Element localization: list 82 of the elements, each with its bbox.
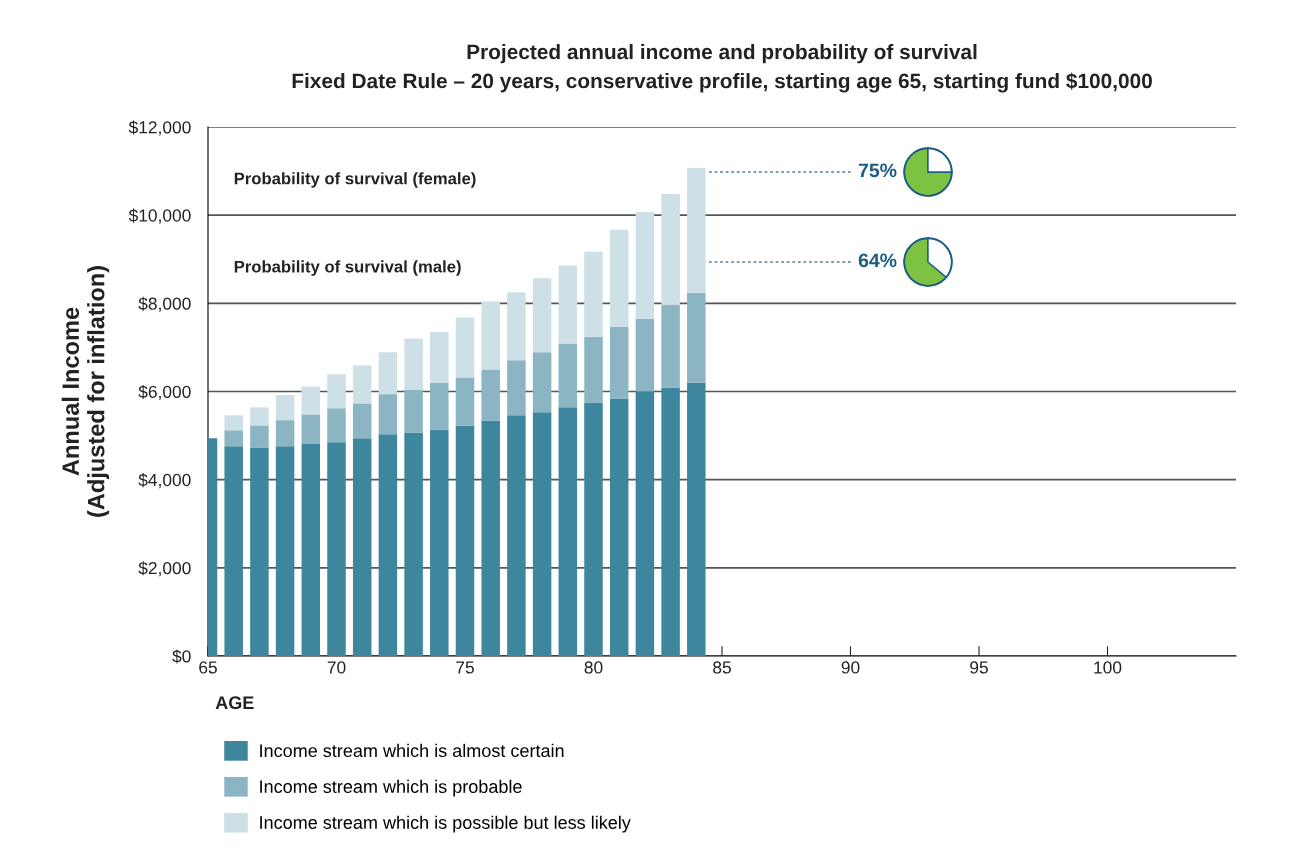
bar [224,415,243,431]
bar [430,331,449,383]
bar [352,403,372,439]
bar [301,386,321,415]
bar [378,352,398,395]
y-tick-label: $4,000 [138,473,191,489]
bar [687,168,706,293]
bar [275,395,295,421]
bar [224,446,243,656]
bar [507,360,526,416]
bar [558,265,578,344]
legend-label: Income stream which is almost certain [260,743,564,758]
bar [301,443,321,656]
bar [327,374,346,409]
bar [404,389,423,433]
bar [635,212,655,319]
y-tick-label: $8,000 [138,296,191,312]
bar [352,365,372,404]
y-axis-title: Annual Income (Adjusted for inflation) [61,266,110,517]
bar [635,391,655,656]
x-tick-label: 75 [456,661,474,674]
bar [301,414,321,444]
y-tick-label: $6,000 [138,384,191,401]
bar [224,430,243,447]
x-tick-label: 80 [584,661,603,674]
bar [455,317,475,378]
bar [275,420,295,447]
bar [378,434,398,656]
bar [687,382,706,656]
bar [558,407,578,656]
y-tick-label: $12,000 [128,120,191,136]
bar [352,438,372,656]
x-tick-label: 85 [713,661,731,674]
bar [584,336,603,403]
legend-label: Income stream which is possible but less likely [260,815,631,833]
y-tick-label: $10,000 [128,208,191,224]
x-tick-label: 70 [327,661,346,674]
bar [661,304,680,388]
y-tick-label: $2,000 [138,561,191,577]
bar [404,338,423,390]
bar [532,352,552,413]
bar [661,194,680,305]
x-tick-label: 90 [841,661,860,674]
bar [327,442,346,656]
x-axis-title: AGE [215,696,254,710]
bar [609,398,629,656]
annotation: Probability of survival (male) [234,260,461,276]
bar [584,402,603,656]
bar [481,420,500,656]
bar [430,429,449,656]
bar [507,292,526,361]
y-tick-label: $0 [172,649,191,664]
legend-label: Income stream which is probable [260,779,522,797]
data-label: 75% [858,163,897,178]
bar [455,425,475,656]
bar [507,415,526,656]
x-tick-label: 95 [970,661,988,674]
bar [404,432,423,656]
bar [250,425,269,448]
bar [609,326,629,399]
bar [250,447,269,656]
bar [558,343,578,408]
bar [584,251,603,337]
bar [532,412,552,656]
bar [661,387,680,656]
chart-title: Projected annual income and probability of survival Fixed Date Rule – 20 years, conservative profile, starting age 65, starting fund $100,000 [292,43,1152,93]
bar [250,407,269,426]
bar [275,446,295,656]
annotation: Probability of survival (female) [234,172,476,188]
bar [481,301,500,370]
data-label: 64% [858,253,897,268]
x-tick-label: 65 [199,661,217,674]
bar [532,278,552,353]
bar [327,408,346,443]
bar [455,377,475,426]
bar [430,382,449,430]
bar [635,318,655,392]
bar [378,394,398,435]
bar [687,292,706,383]
x-tick-label: 100 [1094,661,1122,674]
bar [609,229,629,327]
bar [481,369,500,421]
